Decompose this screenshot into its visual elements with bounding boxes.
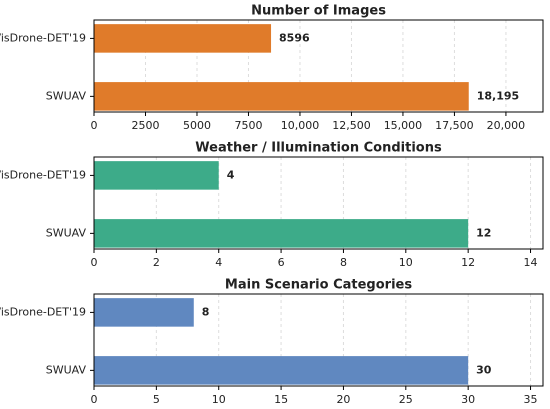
bar [94, 82, 469, 111]
chart-title: Main Scenario Categories [225, 278, 412, 293]
bar [94, 356, 469, 385]
x-tick-label: 35 [524, 393, 538, 406]
chart-title: Weather / Illumination Conditions [195, 141, 442, 156]
plot-frame [93, 156, 544, 250]
y-tick-label: VisDrone-DET'19 [0, 31, 86, 44]
y-tick-label: VisDrone-DET'19 [0, 168, 86, 181]
y-tick-label: SWUAV [46, 363, 87, 376]
x-tick-label: 2 [153, 256, 160, 269]
y-tick-label: VisDrone-DET'19 [0, 305, 86, 318]
x-tick-label: 5000 [183, 119, 211, 132]
y-tick-label: SWUAV [46, 89, 87, 102]
x-tick-label: 4 [215, 256, 222, 269]
x-tick-label: 10 [212, 393, 226, 406]
value-label: 8 [202, 305, 210, 318]
value-label: 30 [476, 363, 492, 376]
x-tick-label: 25 [399, 393, 413, 406]
x-tick-label: 7500 [234, 119, 262, 132]
x-tick-label: 6 [278, 256, 285, 269]
x-tick-label: 10 [399, 256, 413, 269]
x-tick-label: 12,500 [332, 119, 371, 132]
x-tick-label: 20,000 [487, 119, 526, 132]
plot-frame [93, 19, 544, 113]
x-tick-label: 15,000 [384, 119, 423, 132]
x-tick-label: 20 [336, 393, 350, 406]
chart-title: Number of Images [251, 4, 386, 19]
value-label: 18,195 [477, 89, 519, 102]
plot-frame [93, 293, 544, 387]
x-tick-label: 0 [91, 119, 98, 132]
value-label: 12 [476, 226, 491, 239]
bar [94, 219, 469, 248]
x-tick-label: 15 [274, 393, 288, 406]
y-tick-label: SWUAV [46, 226, 87, 239]
value-label: 4 [227, 168, 235, 181]
value-label: 8596 [279, 31, 310, 44]
x-tick-label: 17,500 [435, 119, 474, 132]
x-tick-label: 10,000 [281, 119, 320, 132]
x-tick-label: 0 [91, 256, 98, 269]
bar [94, 161, 219, 190]
x-tick-label: 12 [461, 256, 475, 269]
x-tick-label: 0 [91, 393, 98, 406]
x-tick-label: 5 [153, 393, 160, 406]
bar [94, 298, 194, 327]
x-tick-label: 2500 [131, 119, 159, 132]
x-tick-label: 8 [340, 256, 347, 269]
bar [94, 24, 272, 53]
x-tick-label: 14 [524, 256, 538, 269]
x-tick-label: 30 [461, 393, 475, 406]
